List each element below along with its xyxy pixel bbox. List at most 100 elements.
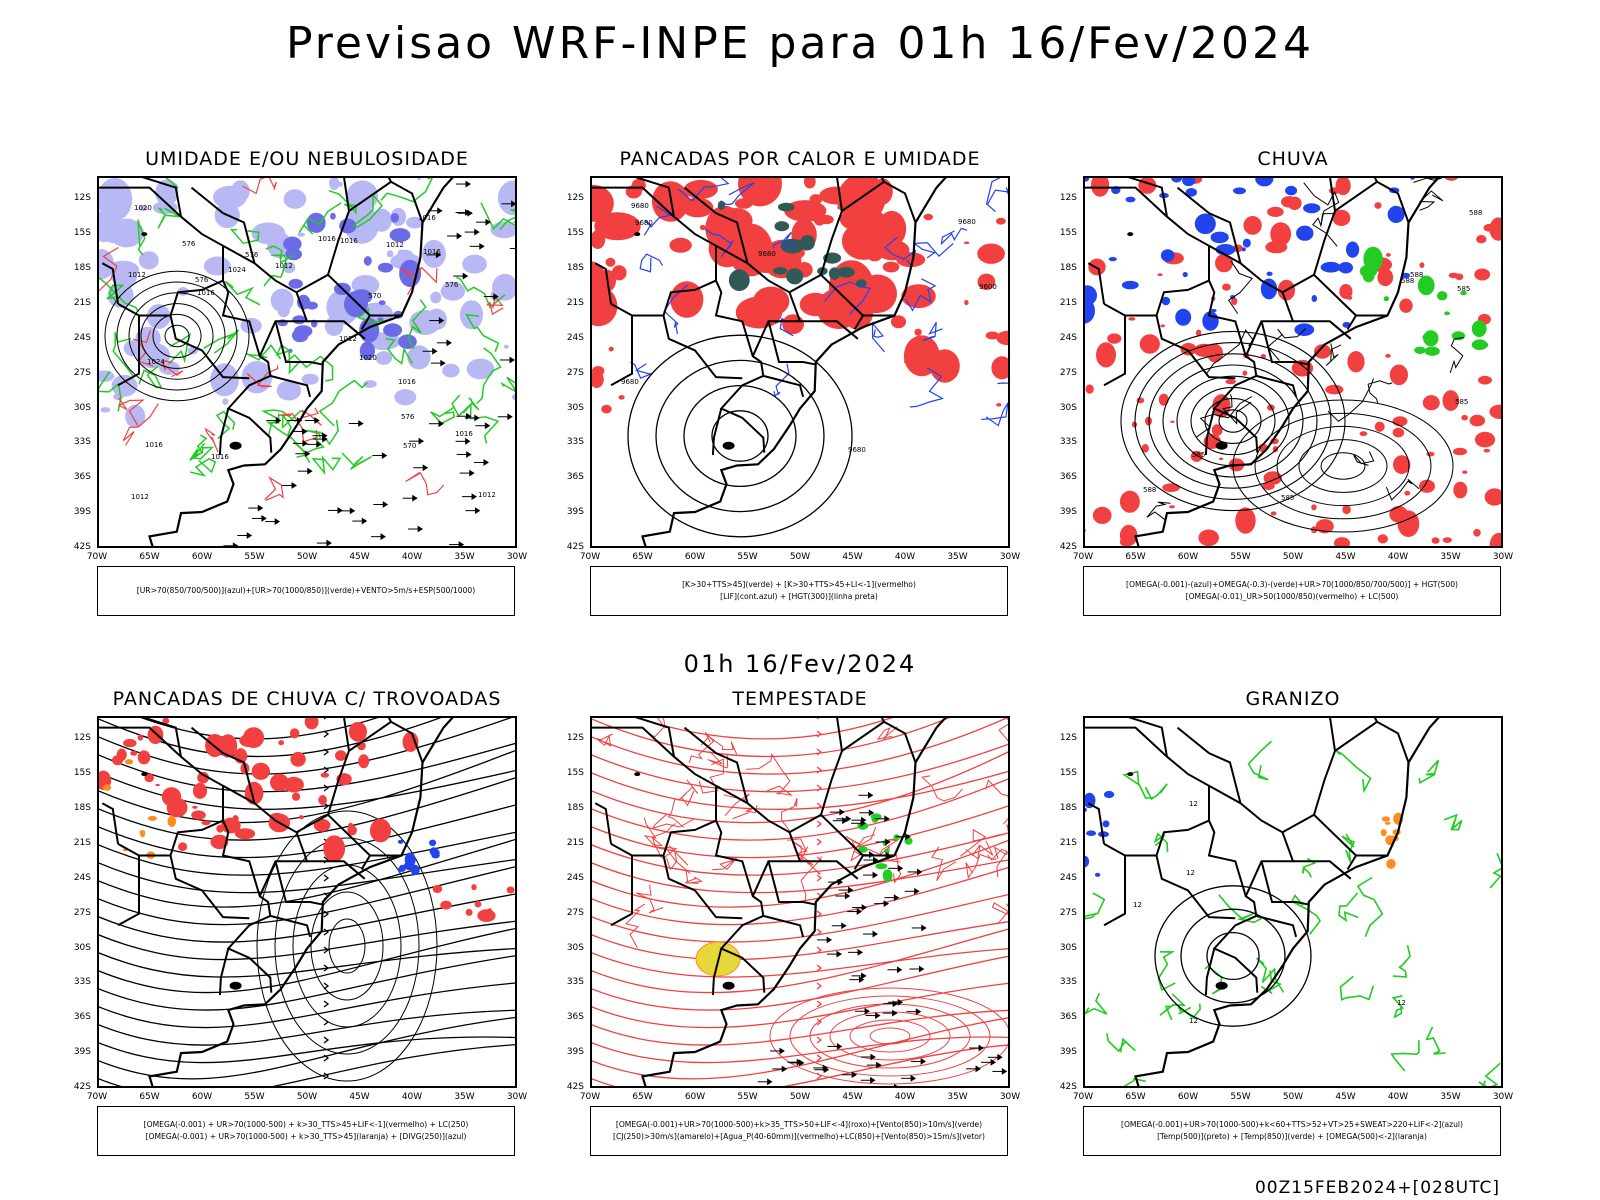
state-border bbox=[683, 726, 749, 804]
contour-label: 576 bbox=[445, 281, 459, 289]
panel-legend: [UR>70(850/700/500)](azul)+[UR>70(1000/8… bbox=[97, 566, 515, 616]
contour-label: 1016 bbox=[398, 378, 416, 386]
state-border bbox=[1124, 716, 1168, 757]
latitude-label: 30S bbox=[1059, 942, 1077, 953]
longitude-label: 30W bbox=[506, 1092, 528, 1102]
contour-label: 1012 bbox=[131, 493, 149, 501]
contour-label: 576 bbox=[401, 413, 415, 421]
stream-arrow bbox=[816, 748, 823, 756]
longitude-label: 65W bbox=[1125, 552, 1146, 562]
contour-label: 585 bbox=[1455, 398, 1468, 406]
longitude-label: 65W bbox=[139, 552, 160, 562]
wind-vectors bbox=[223, 412, 513, 548]
main-title: Previsao WRF-INPE para 01h 16/Fev/2024 bbox=[286, 18, 1314, 69]
instability-red-shading bbox=[590, 176, 900, 335]
contour-label: 585 bbox=[1457, 285, 1470, 293]
latitude-label: 33S bbox=[566, 437, 584, 448]
stream-arrow bbox=[816, 730, 823, 738]
state-border bbox=[274, 321, 322, 366]
state-border bbox=[1103, 279, 1210, 317]
latitude-label: 39S bbox=[73, 1047, 91, 1058]
lc850-gyre bbox=[769, 987, 1010, 1085]
contour-label: 576 bbox=[245, 251, 259, 259]
contour-label: 12 bbox=[1133, 901, 1142, 909]
map-canvas bbox=[97, 716, 517, 1088]
contour-label: 9680 bbox=[635, 219, 653, 227]
omega-rh-red-shading bbox=[1083, 176, 1503, 548]
map-frame bbox=[590, 716, 1010, 1088]
stream-arrow bbox=[323, 784, 330, 792]
contour-label: 1016 bbox=[197, 289, 215, 297]
longitude-label: 40W bbox=[401, 552, 423, 562]
latitude-label: 27S bbox=[1059, 367, 1077, 378]
lagoa-mirim bbox=[1215, 981, 1228, 990]
state-border bbox=[270, 914, 312, 938]
stream-arrow bbox=[816, 1000, 823, 1008]
latitude-label: 33S bbox=[1059, 437, 1077, 448]
contour-label: 9680 bbox=[631, 202, 649, 210]
latitude-label: 33S bbox=[73, 437, 91, 448]
stream-arrow bbox=[323, 802, 330, 810]
stream-arrow bbox=[816, 928, 823, 936]
latitude-label: 36S bbox=[566, 472, 584, 483]
east-coastline bbox=[148, 176, 456, 548]
panel-title: PANCADAS POR CALOR E UMIDADE bbox=[619, 148, 981, 170]
longitude-label: 40W bbox=[1387, 552, 1409, 562]
state-border bbox=[274, 861, 322, 906]
state-border bbox=[1083, 726, 1259, 993]
state-border bbox=[594, 262, 612, 305]
state-border bbox=[835, 716, 843, 752]
state-border bbox=[590, 726, 766, 993]
contour-label: 1016 bbox=[145, 441, 163, 449]
latitude-label: 12S bbox=[566, 193, 584, 204]
map-frame bbox=[97, 716, 517, 1088]
longitude-label: 60W bbox=[191, 552, 213, 562]
contour-label: 588 bbox=[1401, 277, 1414, 285]
map-frame bbox=[97, 176, 517, 548]
east-coastline bbox=[641, 716, 949, 1088]
latitude-label: 30S bbox=[566, 942, 584, 953]
stream-arrow bbox=[816, 1018, 823, 1026]
state-border bbox=[1103, 819, 1210, 857]
stream-arrow bbox=[816, 820, 823, 828]
latitude-label: 42S bbox=[1059, 542, 1077, 552]
latitude-label: 15S bbox=[1059, 228, 1077, 239]
latitude-label: 15S bbox=[1059, 768, 1077, 779]
stream-arrow bbox=[323, 730, 330, 738]
longitude-label: 50W bbox=[789, 552, 811, 562]
latitude-label: 12S bbox=[73, 193, 91, 204]
omega500-orange bbox=[1380, 812, 1404, 869]
longitude-label: 70W bbox=[86, 1092, 108, 1102]
latitude-label: 39S bbox=[1059, 1047, 1077, 1058]
state-border bbox=[138, 176, 182, 217]
longitude-label: 70W bbox=[1072, 1092, 1094, 1102]
longitude-label: 50W bbox=[296, 552, 318, 562]
latitude-label: 36S bbox=[1059, 472, 1077, 483]
longitude-label: 30W bbox=[1492, 1092, 1514, 1102]
map-frame bbox=[590, 176, 1010, 548]
latitude-label: 24S bbox=[73, 332, 91, 343]
longitude-label: 40W bbox=[894, 552, 916, 562]
forecast-map: 9680 9680 9680 9680 9600 9680 9680 12S 15S 18S 21S… bbox=[567, 176, 1020, 562]
state-border bbox=[1087, 262, 1105, 305]
latitude-label: 30S bbox=[73, 942, 91, 953]
state-border bbox=[835, 176, 843, 212]
stream-arrow bbox=[816, 910, 823, 918]
lake-spot bbox=[141, 232, 148, 237]
state-border bbox=[117, 279, 224, 317]
wind850-green bbox=[857, 813, 913, 882]
latitude-label: 30S bbox=[73, 402, 91, 413]
latitude-label: 39S bbox=[73, 507, 91, 518]
longitude-label: 50W bbox=[1282, 552, 1304, 562]
longitude-label: 70W bbox=[1072, 552, 1094, 562]
stream-arrow bbox=[323, 910, 330, 918]
contour-label: 570 bbox=[403, 442, 416, 450]
east-coastline bbox=[641, 176, 949, 548]
forecast-map: 12 12 12 12 12 12S 15S 18S 21S 24S 27S 30S 33S 36S 39S… bbox=[1060, 716, 1513, 1102]
east-coastline bbox=[148, 716, 456, 1088]
lake-spot bbox=[141, 772, 148, 777]
latitude-label: 21S bbox=[1059, 837, 1077, 848]
state-border bbox=[767, 321, 815, 366]
state-border bbox=[218, 948, 230, 996]
stream-arrow bbox=[323, 766, 330, 774]
